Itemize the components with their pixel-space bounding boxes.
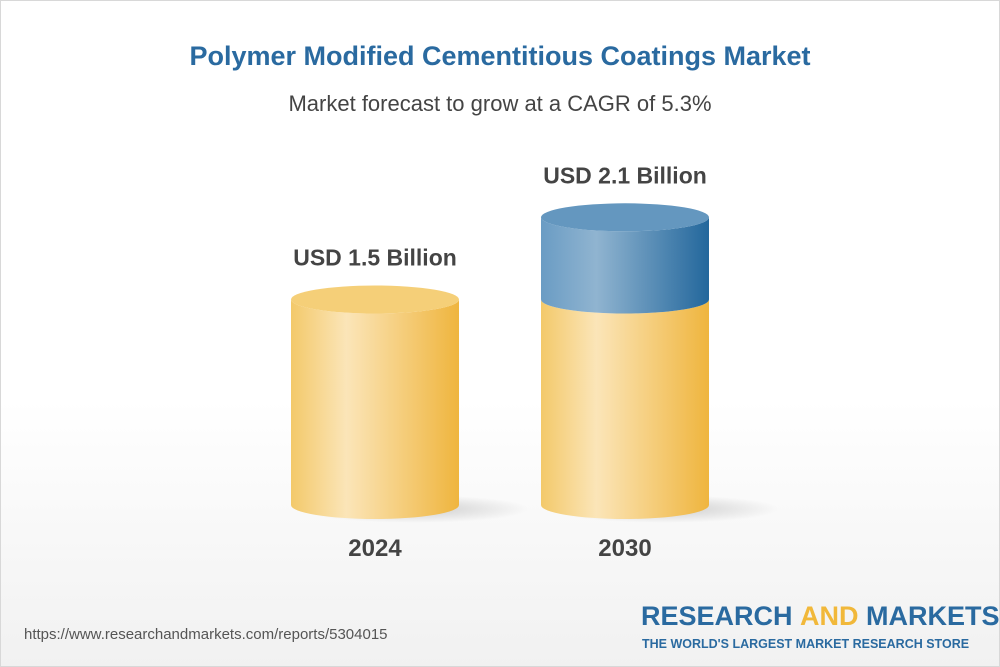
bar-base-2030 <box>541 299 709 519</box>
logo-part-and: AND <box>800 601 859 631</box>
category-label: 2024 <box>348 535 402 562</box>
logo-tagline: THE WORLD'S LARGEST MARKET RESEARCH STOR… <box>642 637 970 651</box>
bar-base-2024 <box>291 299 459 519</box>
logo-part-markets: MARKETS <box>858 601 1000 631</box>
data-label: USD 2.1 Billion <box>543 162 707 188</box>
data-label: USD 1.5 Billion <box>293 245 457 271</box>
bar-top-2024 <box>291 285 459 314</box>
bar-growth-2030 <box>541 217 709 314</box>
source-url[interactable]: https://www.researchandmarkets.com/repor… <box>24 626 388 643</box>
logo: RESEARCH AND MARKETS <box>641 601 1000 631</box>
logo-part-research: RESEARCH <box>641 601 801 631</box>
bar-top-2030 <box>541 203 709 232</box>
subtitle: Market forecast to grow at a CAGR of 5.3… <box>288 91 712 116</box>
page-title: Polymer Modified Cementitious Coatings M… <box>189 41 811 71</box>
category-label: 2030 <box>598 535 651 562</box>
